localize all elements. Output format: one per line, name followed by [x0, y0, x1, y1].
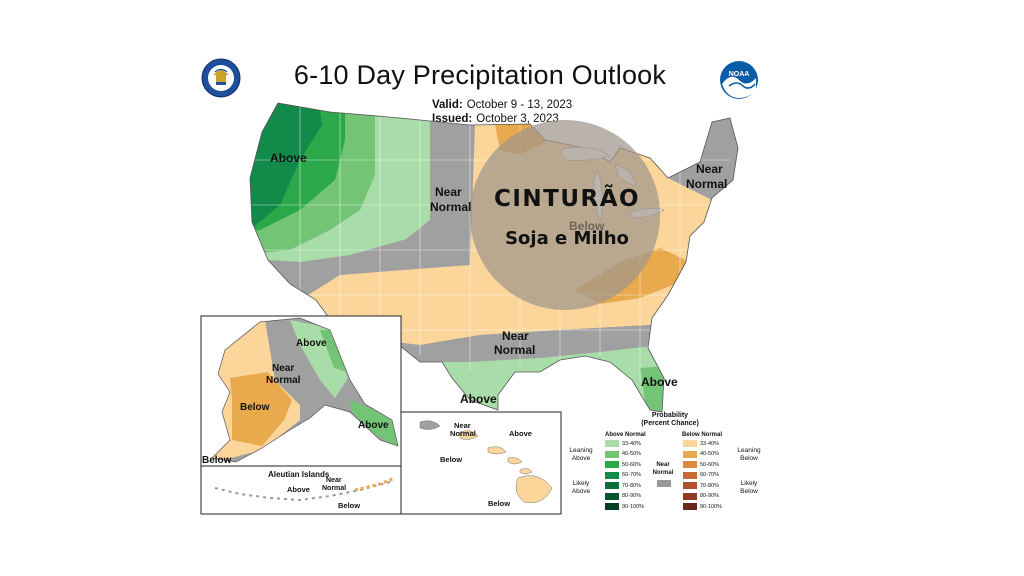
hawaii-label-below-west: Below	[440, 455, 462, 464]
label-central-normal: Normal	[430, 200, 471, 214]
noaa-logo-text: NOAA	[729, 71, 750, 78]
alaska-label-panhandle-above: Above	[358, 420, 389, 431]
label-central-near: Near	[435, 185, 462, 199]
legend-above-swatch	[605, 440, 619, 447]
hawaii-label-above: Above	[509, 429, 532, 438]
legend-above-swatch	[605, 471, 619, 479]
legend-near-label: Near Normal	[651, 462, 675, 477]
likely-above-word2: Above	[571, 487, 591, 495]
legend-above-swatch	[605, 503, 619, 510]
legend-below-label: 33-40%	[700, 440, 719, 447]
legend-near-swatch	[657, 480, 671, 487]
issued-value: October 3, 2023	[476, 113, 559, 125]
issued-line: Issued: October 3, 2023	[432, 112, 572, 126]
label-northeast-near: Near	[696, 162, 723, 176]
aleutian-title: Aleutian Islands	[268, 470, 330, 479]
legend-near-word1: Near	[656, 462, 670, 468]
legend-above-swatch	[605, 450, 619, 458]
aleutian-inset-frame	[200, 465, 402, 515]
label-south-near: Near	[502, 329, 529, 343]
legend-likely-above: Likely Above	[565, 480, 597, 495]
belt-title: CINTURÃO	[494, 184, 640, 212]
hawaii-islands	[419, 420, 553, 503]
hawaii-label-near: Near	[454, 421, 471, 430]
date-block: Valid: October 9 - 13, 2023 Issued: Octobe…	[432, 98, 572, 126]
aleutian-east-below	[354, 476, 396, 492]
legend-below-swatch	[683, 450, 697, 458]
legend-below-label: 60-70%	[700, 472, 719, 478]
legend-above-swatch	[605, 482, 619, 489]
label-texas-above: Above	[460, 392, 497, 406]
hawaii-label-below-big-island: Below	[488, 499, 510, 508]
aleutian-label-near: Near	[326, 477, 342, 484]
legend-near-word2: Normal	[652, 469, 674, 476]
alaska-label-near: Near	[272, 363, 294, 374]
likely-below-word2: Below	[740, 487, 758, 495]
legend-below-label: 80-90%	[700, 493, 719, 499]
alaska-label-corner-below: Below	[202, 455, 232, 466]
leaning-below-word1: Leaning	[737, 447, 761, 454]
aleutian-chain	[214, 481, 391, 502]
legend-below-swatch	[683, 482, 697, 489]
legend-below-swatch	[683, 461, 697, 468]
probability-legend: Probability (Percent Chance) Above Norma…	[565, 410, 775, 520]
hawaii-label-normal: Normal	[450, 429, 476, 438]
legend-below-label: 70-80%	[700, 482, 719, 489]
legend-above-swatch	[605, 461, 619, 468]
label-florida-above: Above	[641, 375, 678, 389]
legend-below-label: 40-50%	[700, 451, 719, 457]
leaning-below-word2: Below	[740, 454, 758, 462]
map-title: 6-10 Day Precipitation Outlook	[293, 60, 667, 90]
valid-label: Valid:	[432, 99, 463, 111]
aleutian-label-normal: Normal	[322, 485, 346, 492]
legend-above-label: 33-40%	[622, 440, 641, 447]
legend-likely-below: Likely Below	[729, 480, 769, 495]
likely-below-word1: Likely	[740, 480, 758, 487]
alaska-outline	[211, 317, 399, 463]
legend-above-label: 70-80%	[622, 482, 641, 489]
valid-value: October 9 - 13, 2023	[466, 99, 573, 111]
label-south-normal: Normal	[494, 343, 535, 357]
legend-below-swatch	[683, 492, 697, 500]
label-northwest-above: Above	[270, 151, 307, 165]
legend-below-swatch	[683, 471, 697, 479]
alaska-label-below: Below	[240, 402, 270, 413]
leaning-above-word1: Leaning	[569, 447, 593, 454]
aleutian-label-above: Above	[287, 485, 310, 494]
noaa-logo-icon: NOAA	[720, 61, 758, 99]
legend-above-label: 80-90%	[622, 493, 641, 499]
alaska-label-above: Above	[296, 338, 327, 349]
legend-above-swatch	[605, 492, 619, 500]
legend-title: Probability	[651, 412, 689, 419]
legend-below-header: Below Normal	[682, 432, 723, 438]
legend-above-label: 60-70%	[622, 472, 641, 478]
leaning-above-word2: Above	[571, 454, 591, 462]
legend-above-label: 40-50%	[622, 451, 641, 457]
legend-leaning-above: Leaning Above	[565, 447, 597, 462]
legend-above-label: 90-100%	[622, 503, 645, 510]
commerce-seal-icon	[201, 58, 241, 98]
legend-below-swatch	[683, 440, 697, 447]
corn-soy-belt-overlay	[470, 120, 660, 310]
alaska-label-normal: Normal	[266, 375, 301, 386]
legend-subtitle: (Percent Chance)	[641, 420, 699, 427]
legend-below-swatch	[683, 503, 697, 510]
legend-below-label: 50-60%	[700, 461, 719, 468]
label-northeast-normal: Normal	[686, 177, 727, 191]
legend-above-label: 50-60%	[622, 461, 641, 468]
label-midwest-below: Below	[569, 219, 605, 233]
aleutian-label-below: Below	[338, 501, 360, 510]
legend-below-label: 90-100%	[700, 503, 723, 510]
valid-line: Valid: October 9 - 13, 2023	[432, 98, 572, 112]
legend-above-header: Above Normal	[605, 432, 646, 438]
likely-above-word1: Likely	[572, 480, 590, 487]
legend-leaning-below: Leaning Below	[729, 447, 769, 462]
belt-subtitle: Soja e Milho	[505, 228, 629, 249]
